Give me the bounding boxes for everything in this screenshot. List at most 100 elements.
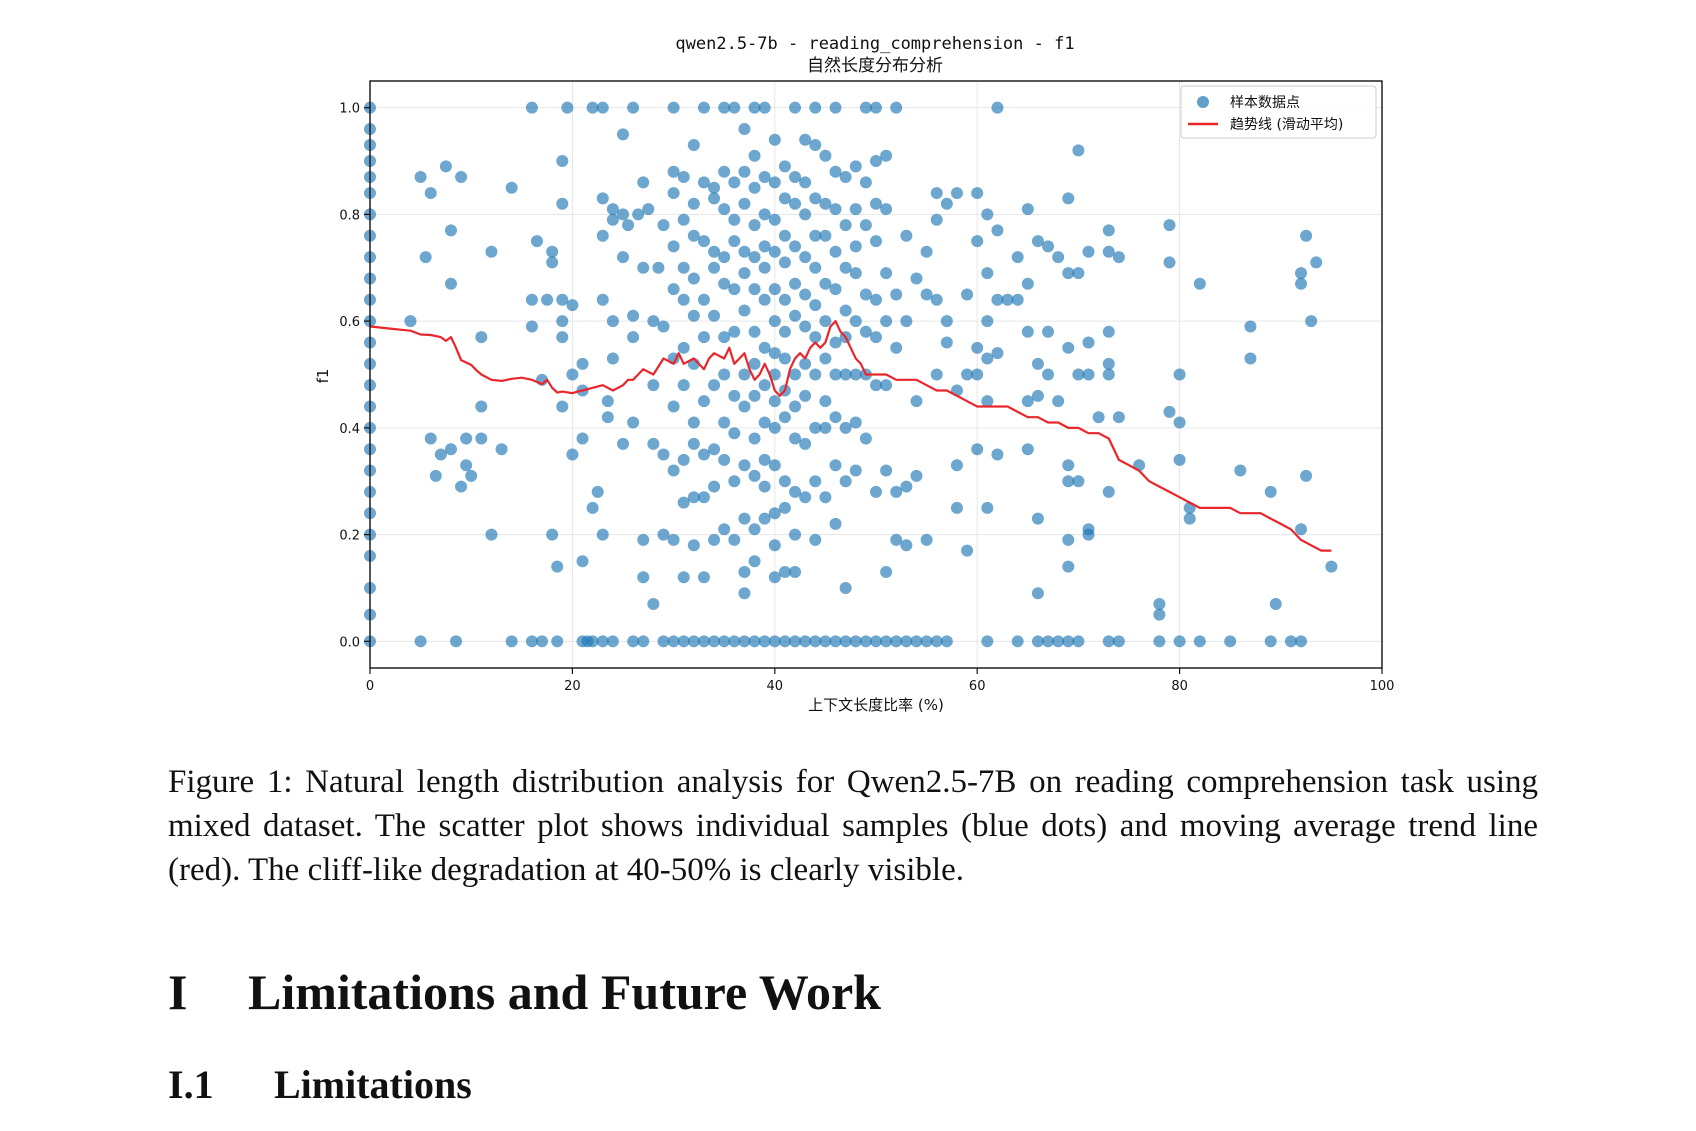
data-point bbox=[778, 256, 791, 269]
data-point bbox=[849, 240, 862, 253]
data-point bbox=[748, 101, 761, 114]
data-point bbox=[414, 171, 427, 184]
data-point bbox=[576, 357, 589, 370]
data-point bbox=[829, 101, 842, 114]
x-tick-label: 40 bbox=[767, 679, 784, 694]
chart-subtitle: 自然长度分布分析 bbox=[807, 56, 943, 76]
data-point bbox=[1112, 251, 1125, 264]
data-point bbox=[991, 101, 1004, 114]
data-point bbox=[1112, 635, 1125, 648]
data-point bbox=[485, 528, 498, 541]
data-point bbox=[768, 213, 781, 226]
data-point bbox=[1183, 512, 1196, 525]
data-point bbox=[778, 192, 791, 205]
data-point bbox=[829, 517, 842, 530]
data-point bbox=[697, 235, 710, 248]
data-point bbox=[829, 336, 842, 349]
data-point bbox=[870, 155, 882, 168]
data-point bbox=[657, 219, 670, 232]
data-point bbox=[667, 165, 680, 178]
data-point bbox=[1173, 453, 1186, 466]
data-point bbox=[758, 512, 771, 525]
data-point bbox=[718, 416, 731, 429]
data-point bbox=[991, 448, 1004, 461]
data-point bbox=[1102, 224, 1115, 237]
data-point bbox=[718, 331, 731, 344]
data-point bbox=[880, 267, 893, 280]
data-point bbox=[677, 293, 690, 306]
data-point bbox=[809, 299, 822, 312]
data-point bbox=[890, 533, 903, 546]
data-point bbox=[1295, 277, 1308, 290]
data-point bbox=[1163, 256, 1176, 269]
data-point bbox=[880, 565, 893, 578]
data-point bbox=[1082, 368, 1095, 381]
data-point bbox=[525, 101, 538, 114]
data-point bbox=[829, 283, 842, 296]
data-point bbox=[738, 197, 751, 210]
data-point bbox=[1011, 293, 1024, 306]
data-point bbox=[404, 315, 417, 328]
data-point bbox=[809, 261, 822, 274]
data-point bbox=[829, 635, 842, 648]
data-point bbox=[1300, 229, 1313, 242]
data-point bbox=[900, 229, 913, 242]
legend-label-trend: 趋势线 (滑动平均) bbox=[1230, 116, 1343, 133]
data-point bbox=[728, 635, 741, 648]
data-point bbox=[900, 315, 913, 328]
data-point bbox=[647, 437, 660, 450]
data-point bbox=[444, 224, 457, 237]
data-point bbox=[1072, 368, 1085, 381]
data-point bbox=[981, 635, 994, 648]
data-point bbox=[778, 229, 791, 242]
data-point bbox=[778, 293, 791, 306]
data-point bbox=[708, 480, 721, 493]
data-point bbox=[809, 533, 822, 546]
data-point bbox=[880, 315, 893, 328]
data-point bbox=[601, 411, 614, 424]
x-tick-label: 80 bbox=[1171, 679, 1188, 694]
data-point bbox=[677, 453, 690, 466]
data-point bbox=[718, 165, 731, 178]
data-point bbox=[748, 389, 761, 402]
data-point bbox=[829, 203, 842, 216]
data-point bbox=[1102, 357, 1115, 370]
data-point bbox=[546, 256, 559, 269]
data-point bbox=[1102, 635, 1115, 648]
data-point bbox=[748, 357, 761, 370]
data-point bbox=[1052, 395, 1065, 408]
data-point bbox=[596, 293, 609, 306]
data-point bbox=[495, 443, 508, 456]
data-point bbox=[789, 635, 802, 648]
data-point bbox=[586, 101, 599, 114]
data-point bbox=[809, 475, 822, 488]
data-point bbox=[718, 635, 731, 648]
data-point bbox=[728, 325, 741, 338]
data-point bbox=[778, 325, 791, 338]
data-point bbox=[758, 171, 771, 184]
data-point bbox=[460, 432, 473, 445]
data-point bbox=[596, 528, 609, 541]
data-point bbox=[414, 635, 427, 648]
data-point bbox=[1062, 267, 1075, 280]
data-point bbox=[1062, 533, 1075, 546]
data-point bbox=[606, 635, 619, 648]
data-point bbox=[657, 635, 670, 648]
data-point bbox=[728, 475, 741, 488]
data-point bbox=[849, 464, 862, 477]
data-point bbox=[566, 299, 579, 312]
data-point bbox=[622, 219, 635, 232]
data-point bbox=[768, 347, 781, 360]
data-point bbox=[434, 448, 447, 461]
data-point bbox=[1224, 635, 1237, 648]
data-point bbox=[1042, 325, 1055, 338]
data-point bbox=[920, 245, 933, 258]
data-point bbox=[1234, 464, 1247, 477]
data-point bbox=[1062, 459, 1075, 472]
data-point bbox=[647, 315, 660, 328]
data-point bbox=[971, 368, 984, 381]
data-point bbox=[880, 203, 893, 216]
data-point bbox=[728, 176, 741, 189]
data-point bbox=[789, 171, 802, 184]
data-point bbox=[697, 571, 710, 584]
